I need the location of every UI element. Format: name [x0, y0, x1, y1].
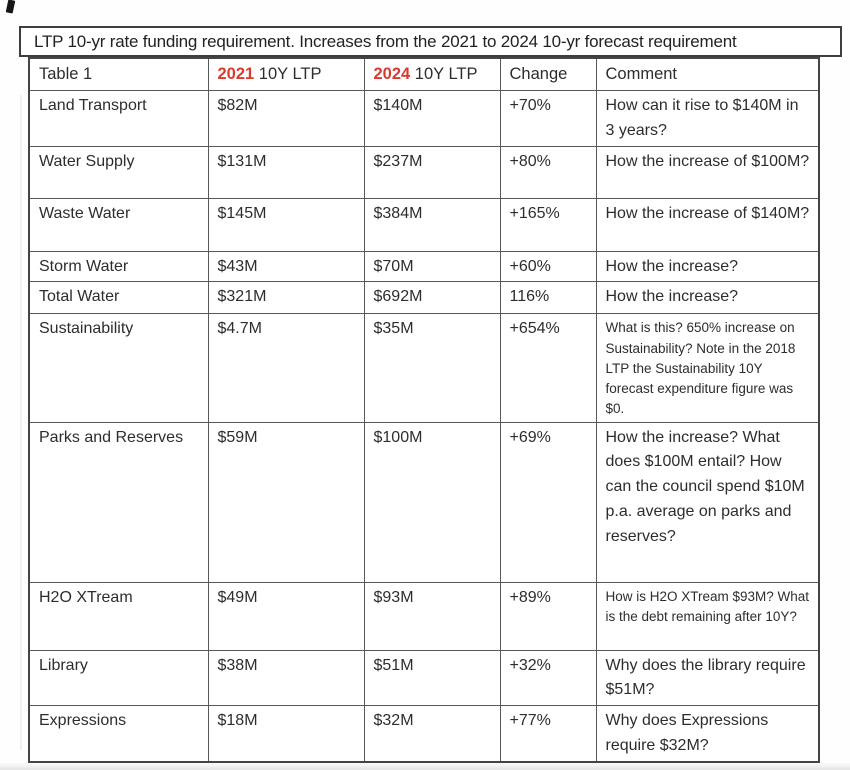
cell-change: +32%: [499, 649, 597, 707]
cell-ltp-2024: $32M: [363, 705, 501, 763]
cell-ltp-2021: $43M: [207, 250, 365, 283]
cell-service: Storm Water: [28, 250, 209, 283]
cell-service: Parks and Reserves: [28, 421, 209, 583]
table-title-text: LTP 10-yr rate funding requirement. Incr…: [34, 31, 737, 51]
cell-ltp-2021: $18M: [207, 705, 365, 763]
table-row: Library $38M $51M +32% Why does the library …: [28, 649, 820, 707]
cell-comment: How is H2O XTream $93M? What is the debt…: [595, 581, 820, 651]
cell-comment: What is this? 650% increase on Sustainab…: [595, 313, 820, 423]
cell-change: +60%: [499, 250, 597, 283]
scan-artifact-corner: [5, 0, 16, 14]
cell-ltp-2024: $51M: [363, 649, 501, 707]
cell-ltp-2024: $384M: [363, 197, 501, 252]
cell-change: +80%: [499, 145, 597, 199]
table-row: Sustainability $4.7M $35M +654% What is this…: [28, 313, 820, 423]
table-row: Parks and Reserves $59M $100M +69% How the i…: [28, 421, 820, 583]
cell-service: Waste Water: [28, 197, 209, 252]
cell-change: 116%: [499, 281, 597, 315]
cell-change: +77%: [499, 705, 597, 763]
cell-comment: How can it rise to $140M in 3 years?: [595, 90, 820, 147]
table-title-box: LTP 10-yr rate funding requirement. Incr…: [19, 26, 842, 57]
cell-ltp-2024: $100M: [363, 421, 501, 583]
year-accent: 2024: [373, 64, 411, 83]
cell-ltp-2024: $140M: [363, 90, 501, 147]
cell-service: Library: [28, 649, 209, 707]
cell-change: +89%: [499, 581, 597, 651]
cell-ltp-2024: $35M: [363, 313, 501, 423]
cell-service: Expressions: [28, 705, 209, 763]
cell-comment: How the increase of $140M?: [595, 197, 820, 252]
cell-ltp-2021: $4.7M: [207, 313, 365, 423]
cell-comment: How the increase?: [595, 250, 820, 283]
funding-table: Table 1 2021 10Y LTP 2024 10Y LTP Change Com…: [28, 57, 820, 763]
cell-ltp-2021: $49M: [207, 581, 365, 651]
cell-ltp-2021: $145M: [207, 197, 365, 252]
cell-ltp-2021: $82M: [207, 90, 365, 147]
table-row: Storm Water $43M $70M +60% How the increase?: [28, 250, 820, 283]
cell-service: Total Water: [28, 281, 209, 315]
col-header-2024-10y-ltp: 2024 10Y LTP: [363, 57, 501, 91]
cell-ltp-2024: $93M: [363, 581, 501, 651]
col-header-comment: Comment: [595, 57, 820, 91]
cell-service: Sustainability: [28, 313, 209, 423]
cell-ltp-2021: $59M: [207, 421, 365, 583]
header-row: Table 1 2021 10Y LTP 2024 10Y LTP Change Com…: [28, 57, 820, 91]
table-row: H2O XTream $49M $93M +89% How is H2O XTream …: [28, 581, 820, 651]
table-row: Expressions $18M $32M +77% Why does Expressi…: [28, 705, 820, 763]
col-header-2021-10y-ltp: 2021 10Y LTP: [207, 57, 365, 91]
table-row: Water Supply $131M $237M +80% How the increa…: [28, 145, 820, 199]
year-accent: 2021: [217, 64, 255, 83]
cell-ltp-2021: $131M: [207, 145, 365, 199]
cell-service: Land Transport: [28, 90, 209, 147]
cell-comment: How the increase?: [595, 281, 820, 315]
cell-ltp-2024: $70M: [363, 250, 501, 283]
scan-artifact-edge: [20, 95, 22, 750]
cell-ltp-2024: $692M: [363, 281, 501, 315]
table-row: Waste Water $145M $384M +165% How the increa…: [28, 197, 820, 252]
cell-change: +70%: [499, 90, 597, 147]
cell-ltp-2021: $38M: [207, 649, 365, 707]
cell-ltp-2021: $321M: [207, 281, 365, 315]
cell-change: +654%: [499, 313, 597, 423]
cell-ltp-2024: $237M: [363, 145, 501, 199]
table-row: Total Water $321M $692M 116% How the increas…: [28, 281, 820, 315]
cell-comment: How the increase? What does $100M entail…: [595, 421, 820, 583]
cell-change: +165%: [499, 197, 597, 252]
col-header-change: Change: [499, 57, 597, 91]
funding-table-header: Table 1 2021 10Y LTP 2024 10Y LTP Change Com…: [28, 57, 820, 91]
table-row: Land Transport $82M $140M +70% How can it ri…: [28, 90, 820, 147]
cell-comment: How the increase of $100M?: [595, 145, 820, 199]
scan-artifact-bottom: [0, 762, 850, 770]
cell-comment: Why does the library require $51M?: [595, 649, 820, 707]
cell-change: +69%: [499, 421, 597, 583]
funding-table-body: Land Transport $82M $140M +70% How can it ri…: [28, 90, 820, 763]
cell-service: Water Supply: [28, 145, 209, 199]
cell-comment: Why does Expressions require $32M?: [595, 705, 820, 763]
cell-service: H2O XTream: [28, 581, 209, 651]
col-header-table-1: Table 1: [28, 57, 209, 91]
